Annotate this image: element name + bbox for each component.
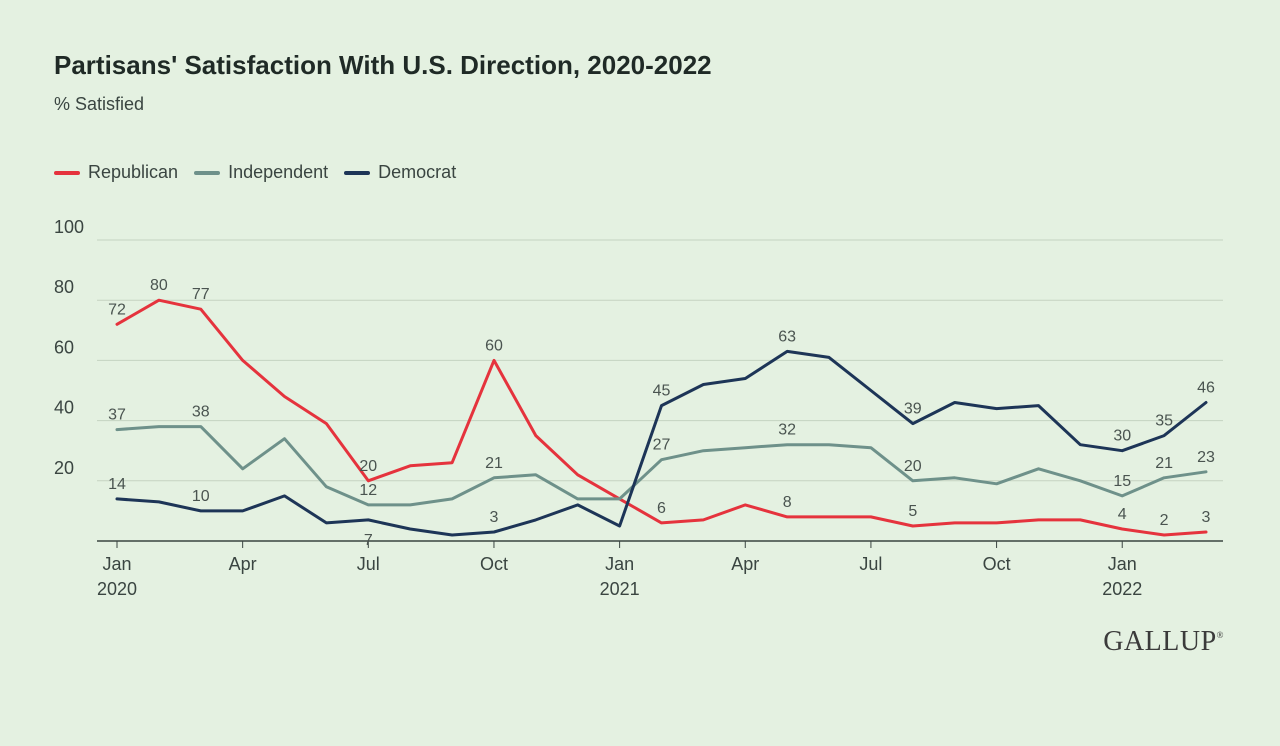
data-label-independent: 15 — [1113, 473, 1131, 490]
data-label-democrat: 30 — [1113, 428, 1131, 445]
legend-swatch-independent — [194, 170, 221, 175]
legend-item-democrat: Democrat — [344, 162, 456, 183]
chart-subtitle: % Satisfied — [54, 94, 145, 114]
data-label-democrat: 45 — [653, 383, 671, 400]
data-label-republican: 8 — [783, 494, 792, 511]
legend-label-independent: Independent — [228, 162, 329, 182]
data-label-republican: 2 — [1160, 512, 1169, 529]
x-tick-year-label: 2020 — [97, 579, 137, 599]
legend-label-democrat: Democrat — [378, 162, 457, 182]
legend-item-republican: Republican — [54, 162, 178, 183]
data-label-independent: 23 — [1197, 449, 1215, 466]
x-tick-year-label: 2022 — [1102, 579, 1142, 599]
data-label-independent: 21 — [485, 455, 503, 472]
x-tick-label: Jul — [357, 554, 380, 574]
data-label-independent: 38 — [192, 404, 210, 421]
data-label-republican: 20 — [359, 458, 377, 475]
x-tick-label: Apr — [229, 554, 257, 574]
data-label-independent: 37 — [108, 407, 126, 424]
data-label-democrat: 14 — [108, 476, 126, 493]
data-label-republican: 72 — [108, 301, 126, 318]
x-tick-label: Jul — [859, 554, 882, 574]
x-tick-label: Oct — [983, 554, 1011, 574]
logo-text: GALLUP — [1103, 626, 1217, 657]
x-tick-label: Jan — [102, 554, 131, 574]
y-tick-label: 80 — [54, 277, 74, 297]
x-tick-year-label: 2021 — [600, 579, 640, 599]
y-tick-label: 40 — [54, 398, 74, 418]
legend-swatch-democrat — [344, 170, 371, 175]
data-label-democrat: 3 — [490, 509, 499, 526]
data-label-republican: 80 — [150, 277, 168, 294]
chart-title: Partisans' Satisfaction With U.S. Direct… — [54, 50, 712, 80]
gallup-logo: GALLUP® — [1103, 626, 1224, 658]
data-label-democrat: 39 — [904, 401, 922, 418]
data-label-independent: 32 — [778, 422, 796, 439]
series-line-independent — [115, 425, 1208, 507]
data-label-independent: 12 — [359, 482, 377, 499]
x-tick-label: Apr — [731, 554, 759, 574]
data-label-democrat: 46 — [1197, 380, 1215, 397]
legend-swatch-republican — [54, 170, 80, 175]
y-tick-label: 20 — [54, 458, 74, 478]
x-tick-label: Oct — [480, 554, 508, 574]
data-label-independent: 20 — [904, 458, 922, 475]
data-label-democrat: 63 — [778, 328, 796, 345]
x-tick-label: Jan — [605, 554, 634, 574]
legend: Republican Independent Democrat — [54, 162, 456, 183]
data-label-democrat: 7 — [364, 532, 373, 549]
legend-label-republican: Republican — [88, 162, 179, 182]
data-label-democrat: 35 — [1155, 413, 1173, 430]
y-tick-label: 100 — [54, 217, 84, 237]
data-label-republican: 4 — [1118, 506, 1127, 523]
legend-item-independent: Independent — [194, 162, 328, 183]
y-tick-label: 60 — [54, 337, 74, 357]
data-label-republican: 60 — [485, 337, 503, 354]
data-label-republican: 3 — [1202, 509, 1211, 526]
data-label-democrat: 10 — [192, 488, 210, 505]
logo-trademark: ® — [1216, 630, 1224, 640]
data-label-republican: 6 — [657, 500, 666, 517]
series-line-republican — [115, 298, 1208, 537]
data-label-republican: 77 — [192, 286, 210, 303]
data-label-independent: 27 — [653, 437, 671, 454]
series-line-democrat — [115, 349, 1208, 537]
data-label-republican: 5 — [908, 503, 917, 520]
data-label-independent: 21 — [1155, 455, 1173, 472]
x-tick-label: Jan — [1108, 554, 1137, 574]
